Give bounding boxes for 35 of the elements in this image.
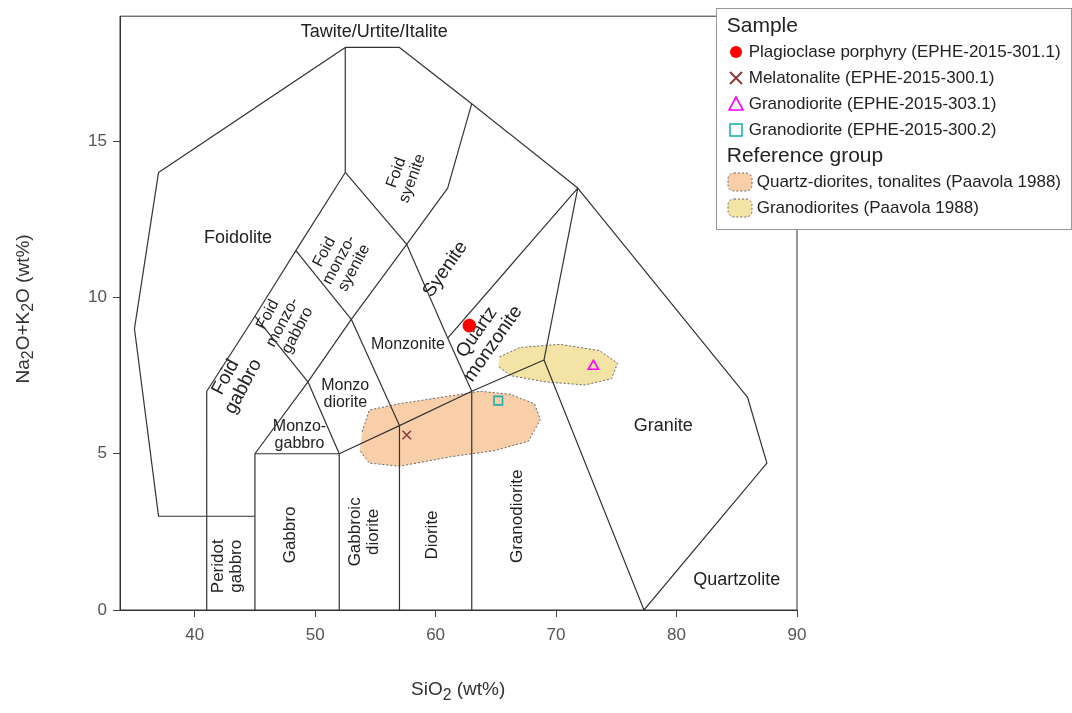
annotation: Diorite [421, 510, 441, 560]
annotation: Foidolite [204, 227, 273, 248]
annotation: Peridot gabbro [207, 539, 245, 594]
annotation: Monzonite [370, 334, 445, 352]
point [493, 395, 504, 406]
x-tick-label: 40 [185, 624, 205, 644]
y-tick-label: 15 [88, 130, 107, 150]
annotation: Gabbro [279, 506, 299, 564]
legend-label: Melatonalite (EPHE-2015-300.1) [748, 68, 995, 88]
annotation: Tawite/Urtite/Italite [300, 20, 448, 41]
y-tick-label: 0 [97, 599, 107, 619]
legend-title: Sample [726, 13, 799, 37]
annotation: Monzo-gabbro [272, 416, 327, 451]
point [587, 359, 600, 371]
x-tick-label: 50 [305, 624, 325, 644]
x-tick-label: 70 [546, 624, 566, 644]
x-tick-label: 80 [667, 624, 686, 644]
annotation: Reference group [726, 143, 885, 167]
x-axis-title: SiO$_{2}$ (wt%) [411, 678, 506, 704]
legend-label: Granodiorite (EPHE-2015-300.2) [748, 120, 997, 140]
annotation: Quartzolite [693, 569, 781, 590]
annotation: Monzo diorite [321, 376, 370, 411]
y-tick-label: 10 [88, 287, 107, 307]
x-tick-label: 90 [787, 624, 807, 644]
x-tick-label: 60 [426, 624, 446, 644]
point [401, 429, 412, 441]
annotation: Foid syenite [382, 151, 428, 205]
legend-label: Quartz-diorites, tonalites (Paavola 1988) [756, 172, 1061, 192]
y-tick-label: 5 [97, 443, 107, 463]
legend-label: Granodiorites (Paavola 1988) [756, 198, 979, 218]
annotation: Gabbroic diorite [345, 496, 383, 567]
annotation: Granodiorite [507, 469, 527, 564]
legend-label: Granodiorite (EPHE-2015-303.1) [748, 94, 997, 114]
annotation: Granite [633, 414, 693, 435]
legend-label: Plagioclase porphyry (EPHE-2015-301.1) [748, 42, 1061, 62]
